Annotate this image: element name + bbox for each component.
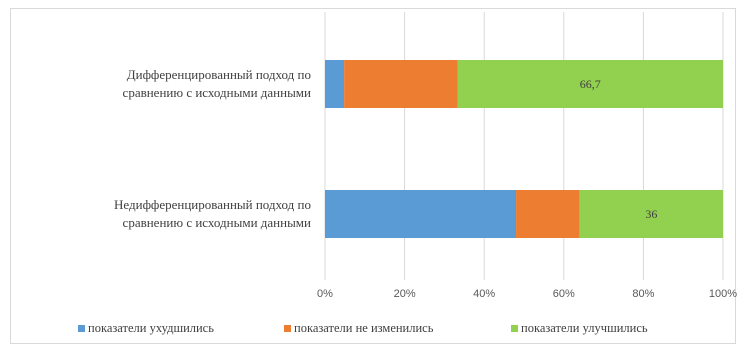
legend-swatch-2 xyxy=(511,325,518,332)
x-tick-label-2: 40% xyxy=(473,288,495,300)
category-label-0-line-0: Дифференцированный подход по xyxy=(127,67,311,82)
bar-cat0-series0 xyxy=(325,60,345,108)
data-label-cat0-series2: 66,7 xyxy=(580,77,601,91)
x-tick-label-5: 100% xyxy=(709,288,737,300)
data-label-cat1-series2: 36 xyxy=(645,207,657,221)
category-label-1-line-0: Недифференцированный подход по xyxy=(114,197,311,212)
x-tick-label-4: 80% xyxy=(632,288,654,300)
category-label-0-line-1: сравнению с исходными данными xyxy=(123,85,311,100)
x-tick-label-0: 0% xyxy=(317,288,333,300)
x-tick-label-1: 20% xyxy=(394,288,416,300)
bar-cat1-series2 xyxy=(579,190,723,238)
legend-label-1: показатели не изменились xyxy=(294,321,434,335)
legend-label-0: показатели ухудшились xyxy=(88,321,214,335)
legend-swatch-1 xyxy=(284,325,291,332)
bar-cat0-series1 xyxy=(344,60,458,108)
legend-label-2: показатели улучшились xyxy=(521,321,648,335)
legend-swatch-0 xyxy=(78,325,85,332)
bar-cat1-series0 xyxy=(325,190,517,238)
x-tick-label-3: 60% xyxy=(553,288,575,300)
bar-cat1-series1 xyxy=(516,190,580,238)
category-label-1-line-1: сравнению с исходными данными xyxy=(123,215,311,230)
bar-cat0-series2 xyxy=(457,60,723,108)
